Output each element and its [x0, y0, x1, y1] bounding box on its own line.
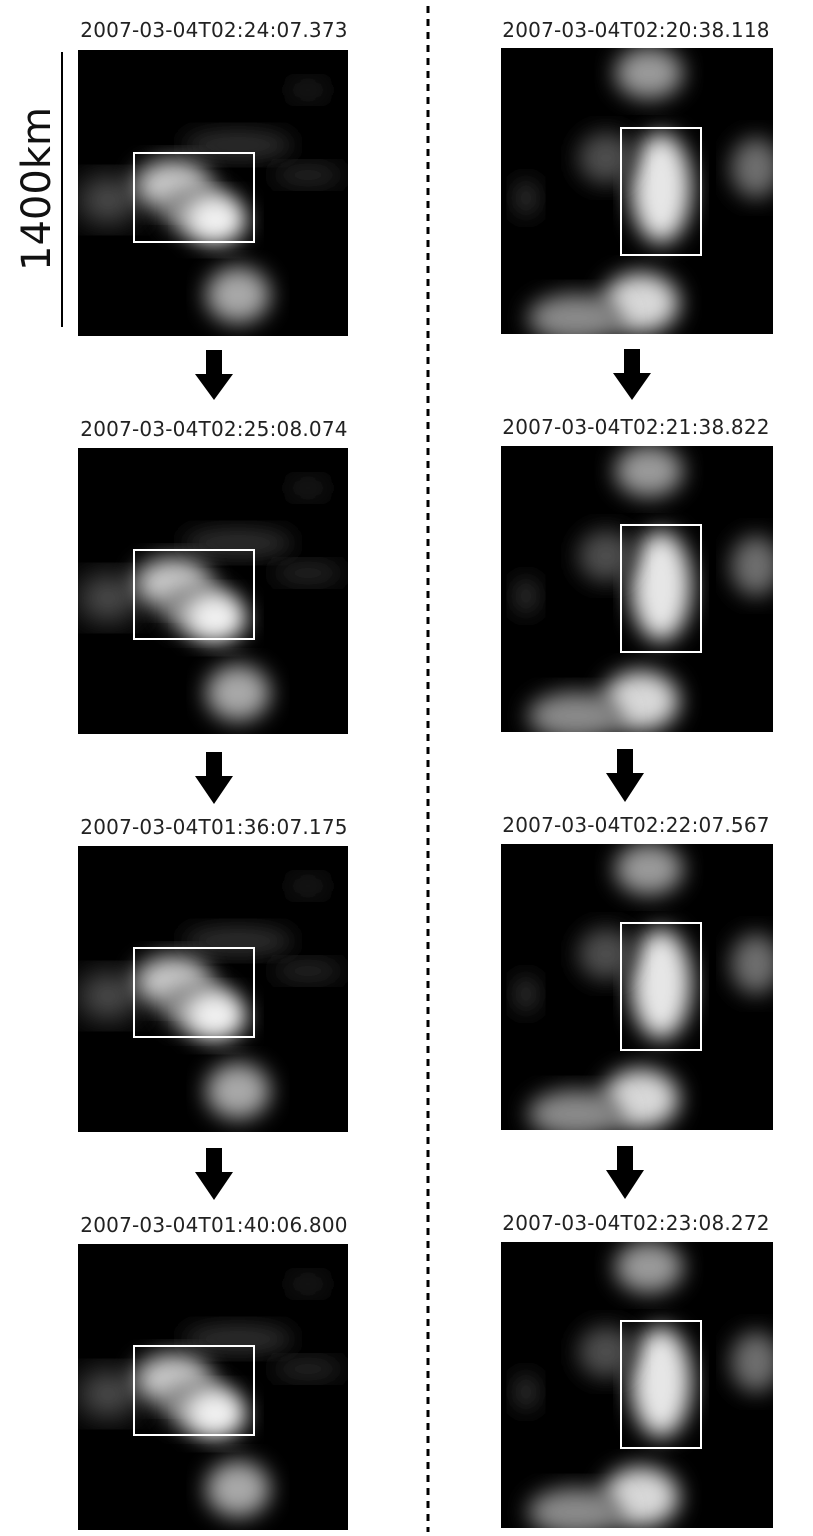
- down-arrow: [195, 350, 233, 400]
- image-panel-right-3: [501, 844, 773, 1130]
- timestamp-left-1: 2007-03-04T02:24:07.373: [80, 18, 347, 42]
- image-panel-left-2: [78, 448, 348, 734]
- scale-label: 1400km: [14, 107, 60, 271]
- highlight-box: [133, 152, 255, 243]
- timestamp-left-3: 2007-03-04T01:36:07.175: [80, 815, 347, 839]
- timestamp-right-3: 2007-03-04T02:22:07.567: [502, 813, 769, 837]
- image-panel-left-4: [78, 1244, 348, 1530]
- timestamp-right-4: 2007-03-04T02:23:08.272: [502, 1211, 769, 1235]
- timestamp-left-4: 2007-03-04T01:40:06.800: [80, 1213, 347, 1237]
- timestamp-right-1: 2007-03-04T02:20:38.118: [502, 18, 769, 42]
- image-panel-left-1: [78, 50, 348, 336]
- highlight-box: [620, 1320, 702, 1449]
- down-arrow: [606, 749, 644, 802]
- timestamp-right-2: 2007-03-04T02:21:38.822: [502, 415, 769, 439]
- highlight-box: [620, 922, 702, 1051]
- highlight-box: [133, 947, 255, 1038]
- down-arrow: [613, 349, 651, 400]
- image-panel-right-2: [501, 446, 773, 732]
- down-arrow: [195, 1148, 233, 1200]
- highlight-box: [620, 524, 702, 653]
- highlight-box: [133, 549, 255, 640]
- image-panel-right-4: [501, 1242, 773, 1528]
- down-arrow: [195, 752, 233, 804]
- down-arrow: [606, 1146, 644, 1199]
- image-panel-right-1: [501, 48, 773, 334]
- highlight-box: [133, 1345, 255, 1436]
- image-panel-left-3: [78, 846, 348, 1132]
- timestamp-left-2: 2007-03-04T02:25:08.074: [80, 417, 347, 441]
- highlight-box: [620, 127, 702, 256]
